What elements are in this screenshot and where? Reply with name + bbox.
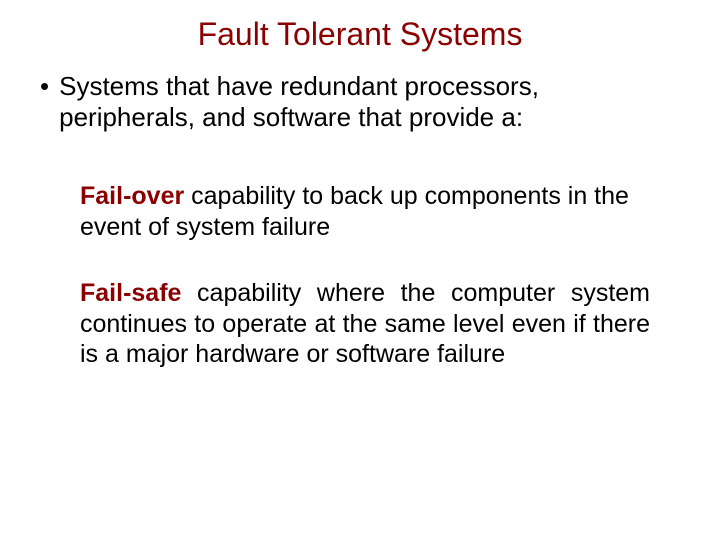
slide: Fault Tolerant Systems • Systems that ha… (0, 16, 720, 540)
term-failsafe: Fail-safe (80, 279, 181, 307)
term-failover: Fail-over (80, 182, 184, 210)
bullet-text: Systems that have redundant processors, … (59, 71, 680, 133)
slide-title: Fault Tolerant Systems (130, 16, 590, 53)
bullet-dot: • (40, 71, 49, 102)
sub-item-failsafe: Fail-safe capability where the computer … (80, 278, 650, 370)
bullet-item: • Systems that have redundant processors… (40, 71, 680, 133)
sub-item-failover: Fail-over capability to back up componen… (80, 181, 650, 242)
